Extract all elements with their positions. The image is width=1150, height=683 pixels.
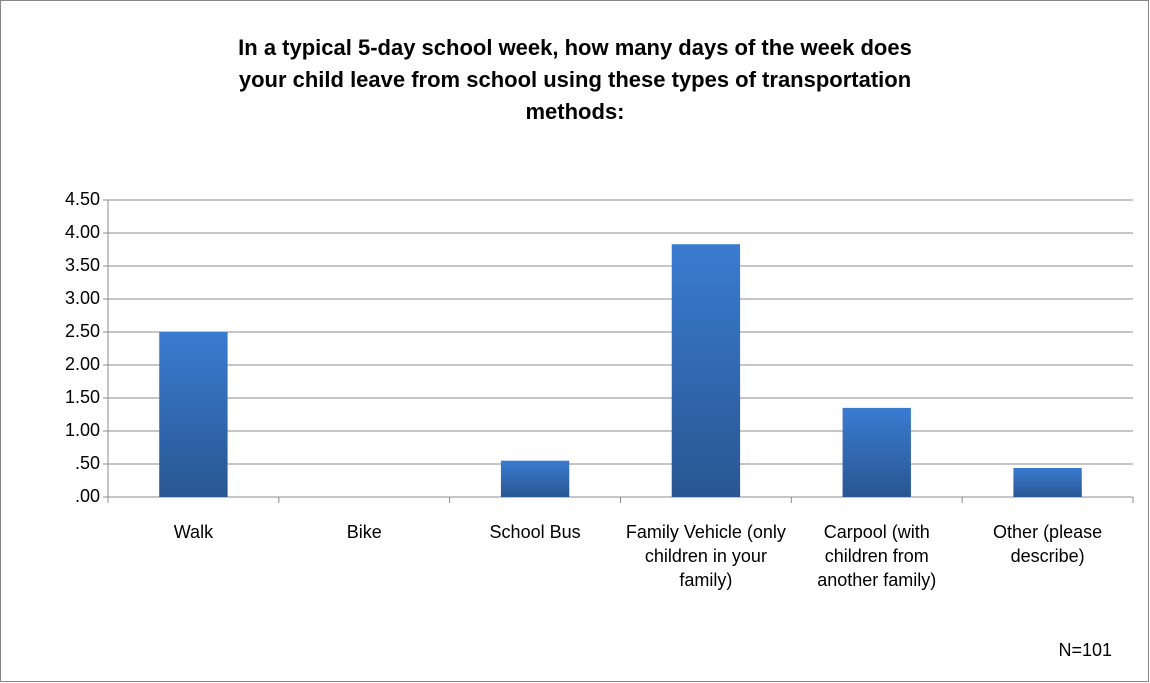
bar-shade — [500, 460, 570, 497]
y-tick-label: 1.50 — [65, 387, 100, 407]
x-tick-label: Walk — [173, 522, 214, 542]
y-tick-label: 1.00 — [65, 420, 100, 440]
x-tick-label: Other (please describe) — [993, 522, 1103, 566]
bar-shade — [159, 332, 228, 497]
y-tick-label: 3.00 — [65, 288, 100, 308]
x-tick-label: School Bus — [489, 522, 581, 542]
y-tick-label: 2.00 — [65, 354, 100, 374]
x-tick-label: Bike — [346, 522, 382, 542]
y-tick-label: 3.50 — [65, 255, 100, 275]
annotation: N=101 — [1058, 640, 1112, 660]
y-tick-label: .00 — [75, 486, 100, 506]
y-tick-label: .50 — [75, 453, 100, 473]
bar-shade — [671, 244, 741, 497]
y-tick-label: 2.50 — [65, 321, 100, 341]
chart-title: In a typical 5-day school week, how many… — [238, 35, 912, 124]
y-tick-label: 4.50 — [65, 189, 100, 209]
x-tick-label: Carpool (with children from another fami… — [817, 522, 937, 590]
x-tick-label: Family Vehicle (only children in your fa… — [625, 522, 786, 590]
bar-shade — [842, 407, 911, 497]
bar-shade — [1013, 467, 1082, 497]
y-tick-label: 4.00 — [65, 222, 100, 242]
